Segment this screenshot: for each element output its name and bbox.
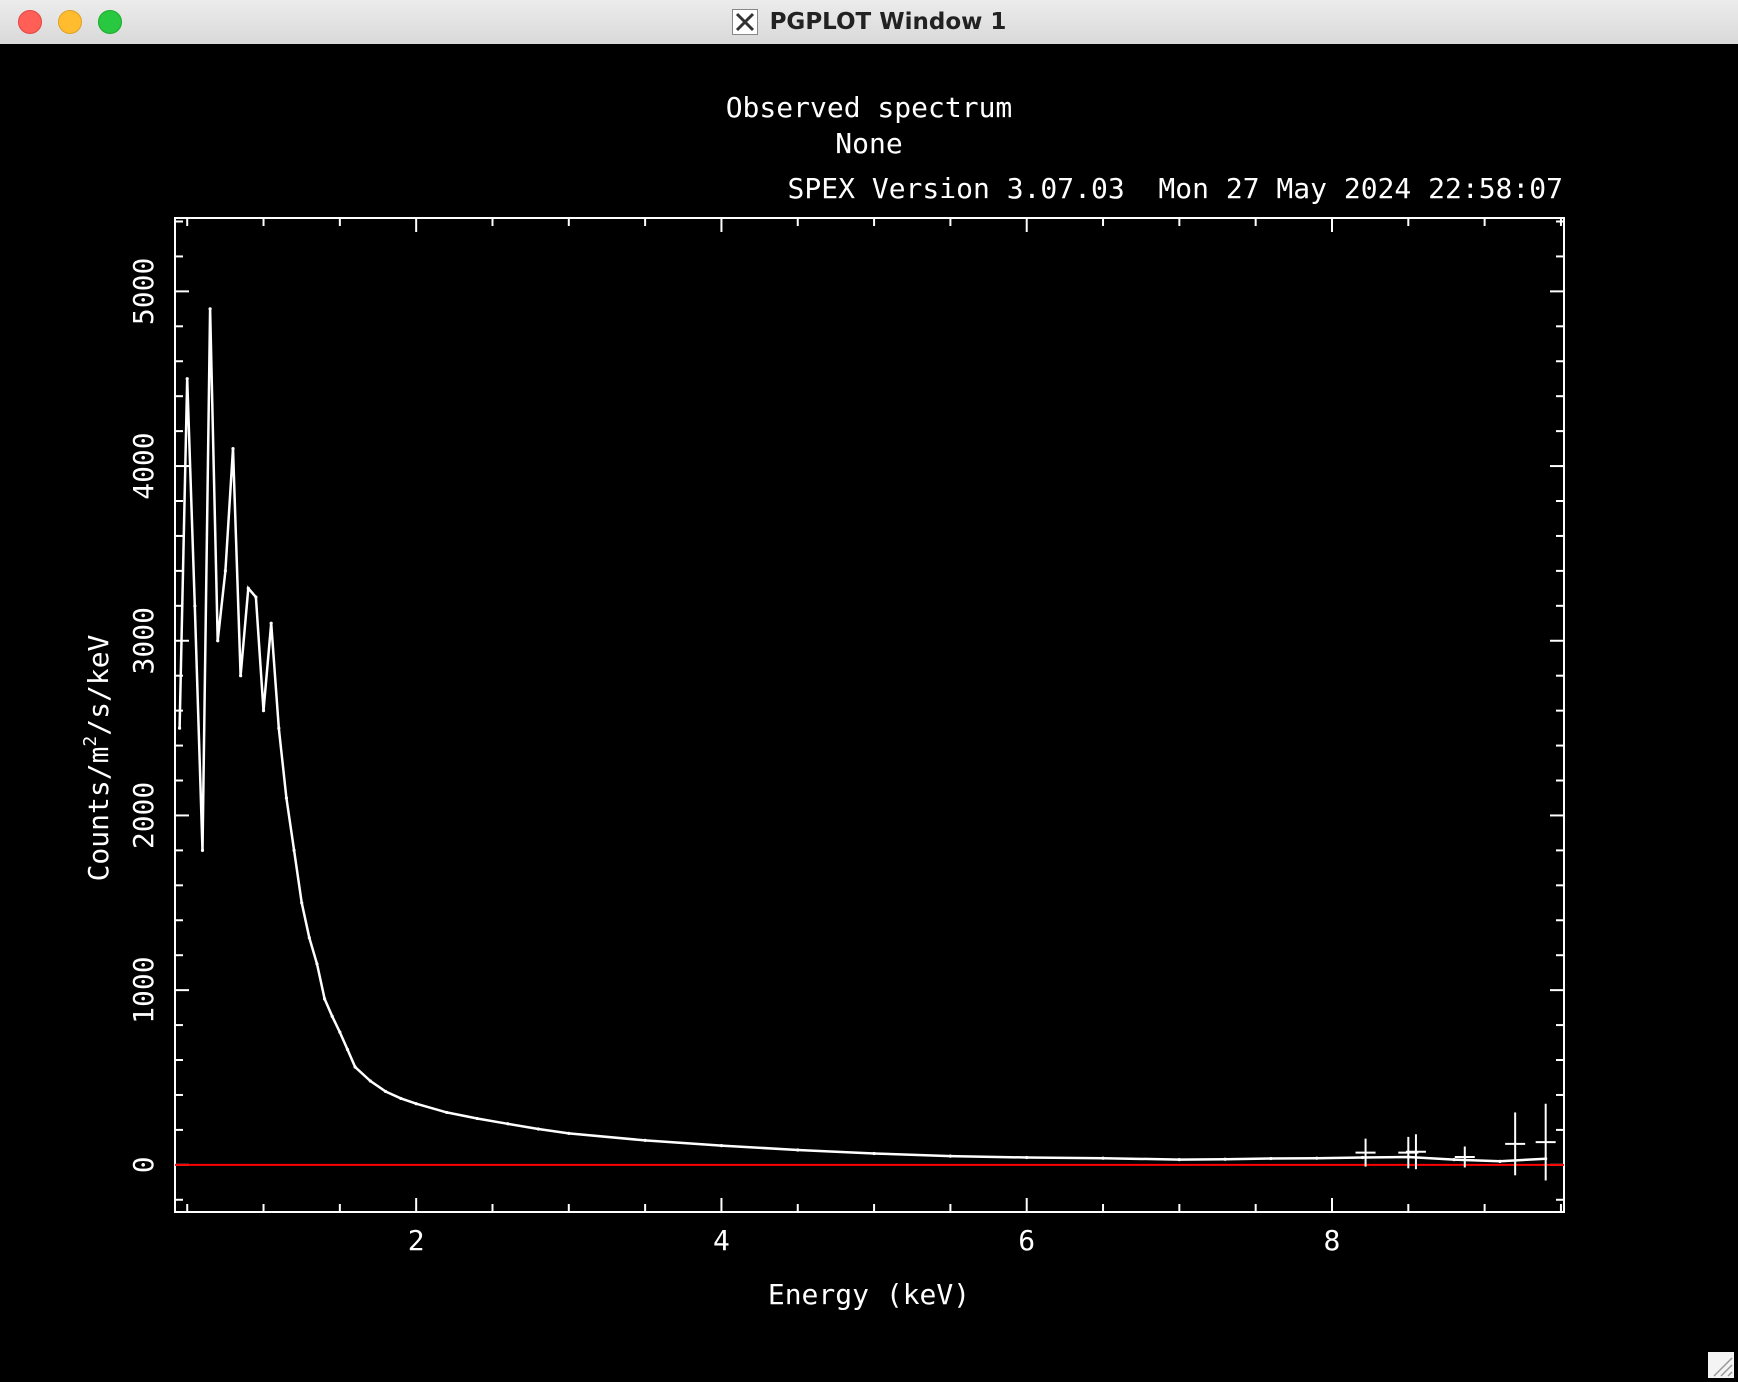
window-title: PGPLOT Window 1 <box>769 9 1007 35</box>
y-tick-label: 2000 <box>127 782 160 849</box>
resize-grip-icon[interactable] <box>1708 1352 1734 1378</box>
data-point <box>475 1116 479 1121</box>
data-point <box>1452 1157 1456 1162</box>
y-axis-label: Counts/m2/s/keV <box>80 634 115 881</box>
data-point <box>254 595 258 599</box>
data-point <box>1360 1155 1365 1160</box>
title-container: PGPLOT Window 1 <box>0 0 1738 44</box>
y-axis-label-main: Counts/m <box>82 747 115 882</box>
y-tick-labels: 0 1000 2000 3000 4000 5000 <box>127 258 160 1174</box>
data-point <box>506 1122 510 1126</box>
data-point <box>384 1089 388 1094</box>
data-point <box>292 848 296 852</box>
y-tick-label: 0 <box>127 1156 160 1173</box>
data-point <box>177 726 182 730</box>
x-tick-label: 6 <box>1018 1224 1035 1257</box>
data-point <box>322 997 327 1001</box>
chart-title: Observed spectrum <box>726 91 1013 124</box>
data-point <box>231 446 235 451</box>
data-point <box>239 674 243 678</box>
data-point <box>1223 1157 1227 1161</box>
data-point <box>948 1154 952 1158</box>
plot-frame <box>174 217 1565 1213</box>
data-point <box>269 621 273 625</box>
data-layer <box>177 307 1556 1181</box>
data-point <box>796 1148 800 1152</box>
data-point <box>216 639 220 643</box>
data-point <box>315 962 319 966</box>
y-axis-label-superscript: 2 <box>80 736 101 747</box>
data-point <box>445 1110 449 1115</box>
title-bar[interactable]: PGPLOT Window 1 <box>0 0 1738 45</box>
data-point <box>353 1065 357 1069</box>
data-point <box>223 569 227 573</box>
data-point <box>208 307 212 311</box>
data-point <box>536 1127 540 1131</box>
data-point <box>1177 1157 1181 1162</box>
x11-icon <box>731 9 758 35</box>
y-axis-label-suffix: /s/keV <box>82 634 115 735</box>
zoom-button[interactable] <box>98 10 122 34</box>
axis-ticks <box>175 218 1564 1212</box>
data-point <box>368 1079 372 1083</box>
y-tick-label: 1000 <box>127 956 160 1023</box>
x-tick-label: 4 <box>713 1224 730 1257</box>
data-point <box>193 604 197 608</box>
spectrum-line <box>178 308 1546 1163</box>
data-point <box>200 848 205 852</box>
y-tick-label: 4000 <box>127 432 160 499</box>
minimize-button[interactable] <box>58 10 82 34</box>
data-point <box>330 1014 334 1018</box>
data-point <box>399 1096 403 1101</box>
spectrum-chart: Observed spectrum None SPEX Version 3.07… <box>0 44 1738 1382</box>
x-tick-labels: 2 4 6 8 <box>408 1224 1341 1257</box>
data-point <box>643 1138 647 1142</box>
data-point <box>246 586 250 590</box>
chart-subtitle: None <box>835 127 902 160</box>
data-point <box>414 1102 418 1106</box>
y-tick-label: 5000 <box>127 258 160 325</box>
data-point <box>307 936 311 940</box>
x-tick-label: 8 <box>1324 1224 1341 1257</box>
data-point <box>1498 1159 1502 1163</box>
data-point <box>338 1030 342 1034</box>
data-point <box>1025 1155 1029 1160</box>
data-point <box>261 709 266 713</box>
y-tick-label: 3000 <box>127 607 160 674</box>
close-button[interactable] <box>18 10 42 34</box>
x-tick-label: 2 <box>408 1224 425 1257</box>
data-point <box>1269 1156 1273 1161</box>
data-point <box>300 901 304 905</box>
data-point <box>1101 1156 1105 1160</box>
data-point <box>719 1144 724 1148</box>
data-point <box>872 1151 876 1156</box>
x-axis-label: Energy (keV) <box>768 1278 970 1311</box>
data-point <box>1315 1156 1319 1160</box>
data-point <box>284 796 289 800</box>
data-point <box>345 1047 350 1052</box>
data-point <box>567 1131 571 1135</box>
version-annotation: SPEX Version 3.07.03 Mon 27 May 2024 22:… <box>788 172 1563 205</box>
data-point <box>277 726 281 730</box>
data-point <box>185 377 189 381</box>
